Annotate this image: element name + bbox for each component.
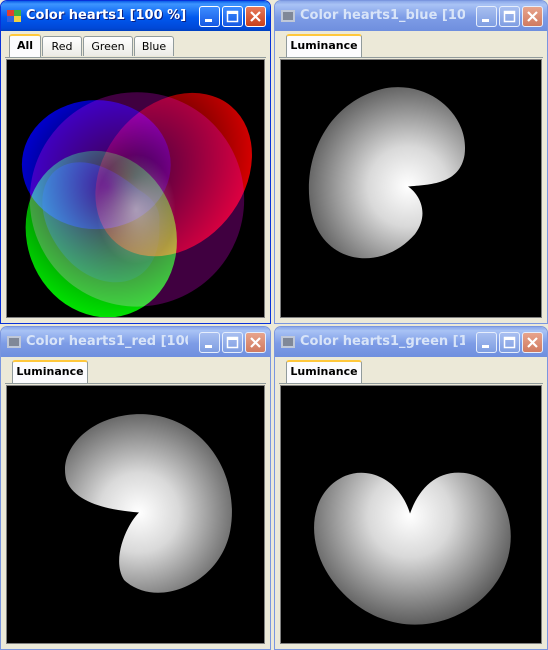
tab-all[interactable]: All <box>9 34 41 57</box>
channel-tabs: All Red Green Blue <box>5 31 266 58</box>
tab-blue[interactable]: Blue <box>134 36 174 56</box>
title-bar[interactable]: Color hearts1_blue [100 ... <box>275 1 547 31</box>
window-title: Color hearts1_red [100 ... <box>26 334 188 349</box>
green-channel-heart <box>314 472 511 625</box>
channel-tabs: Luminance <box>279 31 543 58</box>
maximize-icon <box>503 10 516 23</box>
window-title: Color hearts1_green [10... <box>300 334 465 349</box>
maximize-button[interactable] <box>499 332 520 353</box>
image-document-icon <box>281 336 295 348</box>
maximize-icon <box>226 336 239 349</box>
close-button[interactable] <box>245 332 266 353</box>
image-canvas[interactable] <box>280 59 542 318</box>
blue-channel-heart <box>308 87 466 259</box>
window-title: Color hearts1_blue [100 ... <box>300 8 465 23</box>
close-icon <box>527 11 538 22</box>
title-bar[interactable]: Color hearts1_green [10... <box>275 327 547 357</box>
minimize-icon <box>205 345 212 348</box>
window-color-composite[interactable]: Color hearts1 [100 %] * All Red Green Bl… <box>0 0 271 324</box>
color-hearts-composite <box>21 92 252 317</box>
tab-green[interactable]: Green <box>83 36 133 56</box>
maximize-button[interactable] <box>222 6 243 27</box>
image-document-icon <box>7 10 21 22</box>
close-button[interactable] <box>522 332 543 353</box>
tab-red[interactable]: Red <box>42 36 82 56</box>
image-canvas[interactable] <box>6 385 265 644</box>
minimize-icon <box>482 19 489 22</box>
minimize-button[interactable] <box>199 6 220 27</box>
close-button[interactable] <box>522 6 543 27</box>
minimize-icon <box>482 345 489 348</box>
channel-tabs: Luminance <box>279 357 543 384</box>
title-bar[interactable]: Color hearts1 [100 %] * <box>1 1 270 31</box>
window-blue-channel[interactable]: Color hearts1_blue [100 ... Luminance <box>274 0 548 324</box>
channel-tabs: Luminance <box>5 357 266 384</box>
tab-luminance[interactable]: Luminance <box>12 360 88 383</box>
minimize-button[interactable] <box>476 6 497 27</box>
minimize-button[interactable] <box>476 332 497 353</box>
image-canvas[interactable] <box>280 385 542 644</box>
close-icon <box>250 337 261 348</box>
maximize-button[interactable] <box>222 332 243 353</box>
window-green-channel[interactable]: Color hearts1_green [10... Luminance <box>274 326 548 650</box>
close-icon <box>527 337 538 348</box>
maximize-icon <box>226 10 239 23</box>
minimize-button[interactable] <box>199 332 220 353</box>
close-icon <box>250 11 261 22</box>
close-button[interactable] <box>245 6 266 27</box>
maximize-icon <box>503 336 516 349</box>
window-red-channel[interactable]: Color hearts1_red [100 ... Luminance <box>0 326 271 650</box>
minimize-icon <box>205 19 212 22</box>
title-bar[interactable]: Color hearts1_red [100 ... <box>1 327 270 357</box>
image-document-icon <box>281 10 295 22</box>
tab-luminance[interactable]: Luminance <box>286 34 362 57</box>
red-channel-heart <box>65 414 232 593</box>
tab-luminance[interactable]: Luminance <box>286 360 362 383</box>
window-title: Color hearts1 [100 %] * <box>26 8 188 23</box>
maximize-button[interactable] <box>499 6 520 27</box>
image-canvas[interactable] <box>6 59 265 318</box>
image-document-icon <box>7 336 21 348</box>
